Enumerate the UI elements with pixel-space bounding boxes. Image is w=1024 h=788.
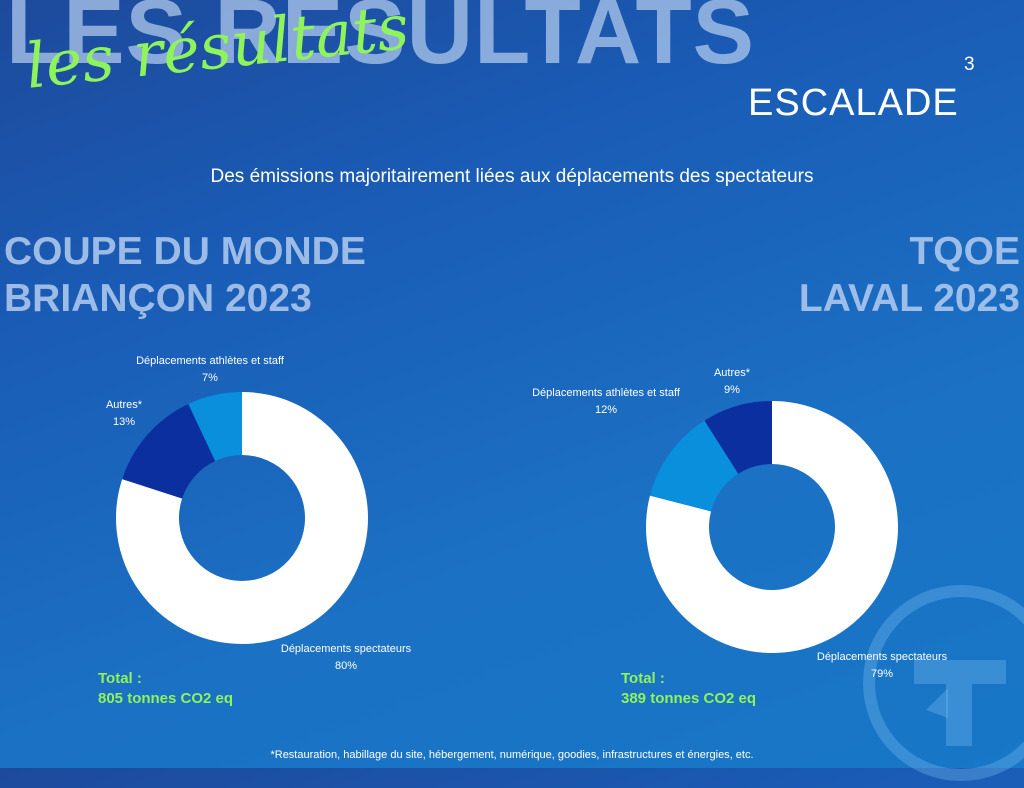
donut-slice <box>122 403 216 499</box>
slide-subtitle: Des émissions majoritairement liées aux … <box>210 166 814 187</box>
left-total-label: Total : <box>98 670 142 687</box>
slice-value-label: 12% <box>595 404 617 416</box>
page-number: 3 <box>964 54 975 75</box>
background-title: LES RÉSULTATS <box>6 0 755 83</box>
slice-label: Autres* <box>714 367 751 379</box>
slice-label: Autres* <box>106 399 143 411</box>
slice-label: Déplacements athlètes et staff <box>136 355 285 367</box>
slice-value-label: 7% <box>202 372 218 384</box>
donut-slice <box>115 392 368 645</box>
slice-value-label: 13% <box>113 416 135 428</box>
slice-label: Déplacements athlètes et staff <box>532 387 681 399</box>
left-event-title: COUPE DU MONDE BRIANÇON 2023 <box>4 228 366 322</box>
slice-value-label: 80% <box>335 660 357 672</box>
right-total-value: 389 tonnes CO2 eq <box>621 690 757 707</box>
donut-chart-briancon: Déplacements spectateurs 80% Autres* 13% Dép… <box>106 355 412 672</box>
left-event-title-line1: COUPE DU MONDE <box>4 230 366 273</box>
section-label: ESCALADE <box>748 82 959 124</box>
footnote: *Restauration, habillage du site, héberg… <box>270 749 754 761</box>
slice-label: Déplacements spectateurs <box>281 643 412 655</box>
donut-slice <box>704 401 772 474</box>
slice-value-label: 9% <box>724 384 740 396</box>
right-total-label: Total : <box>621 670 665 687</box>
right-event-title-line2: LAVAL 2023 <box>798 277 1020 320</box>
left-total-value: 805 tonnes CO2 eq <box>98 690 234 707</box>
right-event-title-line1: TQOE <box>909 230 1020 273</box>
right-total: Total : 389 tonnes CO2 eq <box>621 669 756 709</box>
left-event-title-line2: BRIANÇON 2023 <box>4 277 312 320</box>
right-event-title: TQOE LAVAL 2023 <box>799 228 1020 322</box>
left-total: Total : 805 tonnes CO2 eq <box>98 669 233 709</box>
donut-slice <box>649 420 739 512</box>
donut-slice <box>188 392 242 461</box>
